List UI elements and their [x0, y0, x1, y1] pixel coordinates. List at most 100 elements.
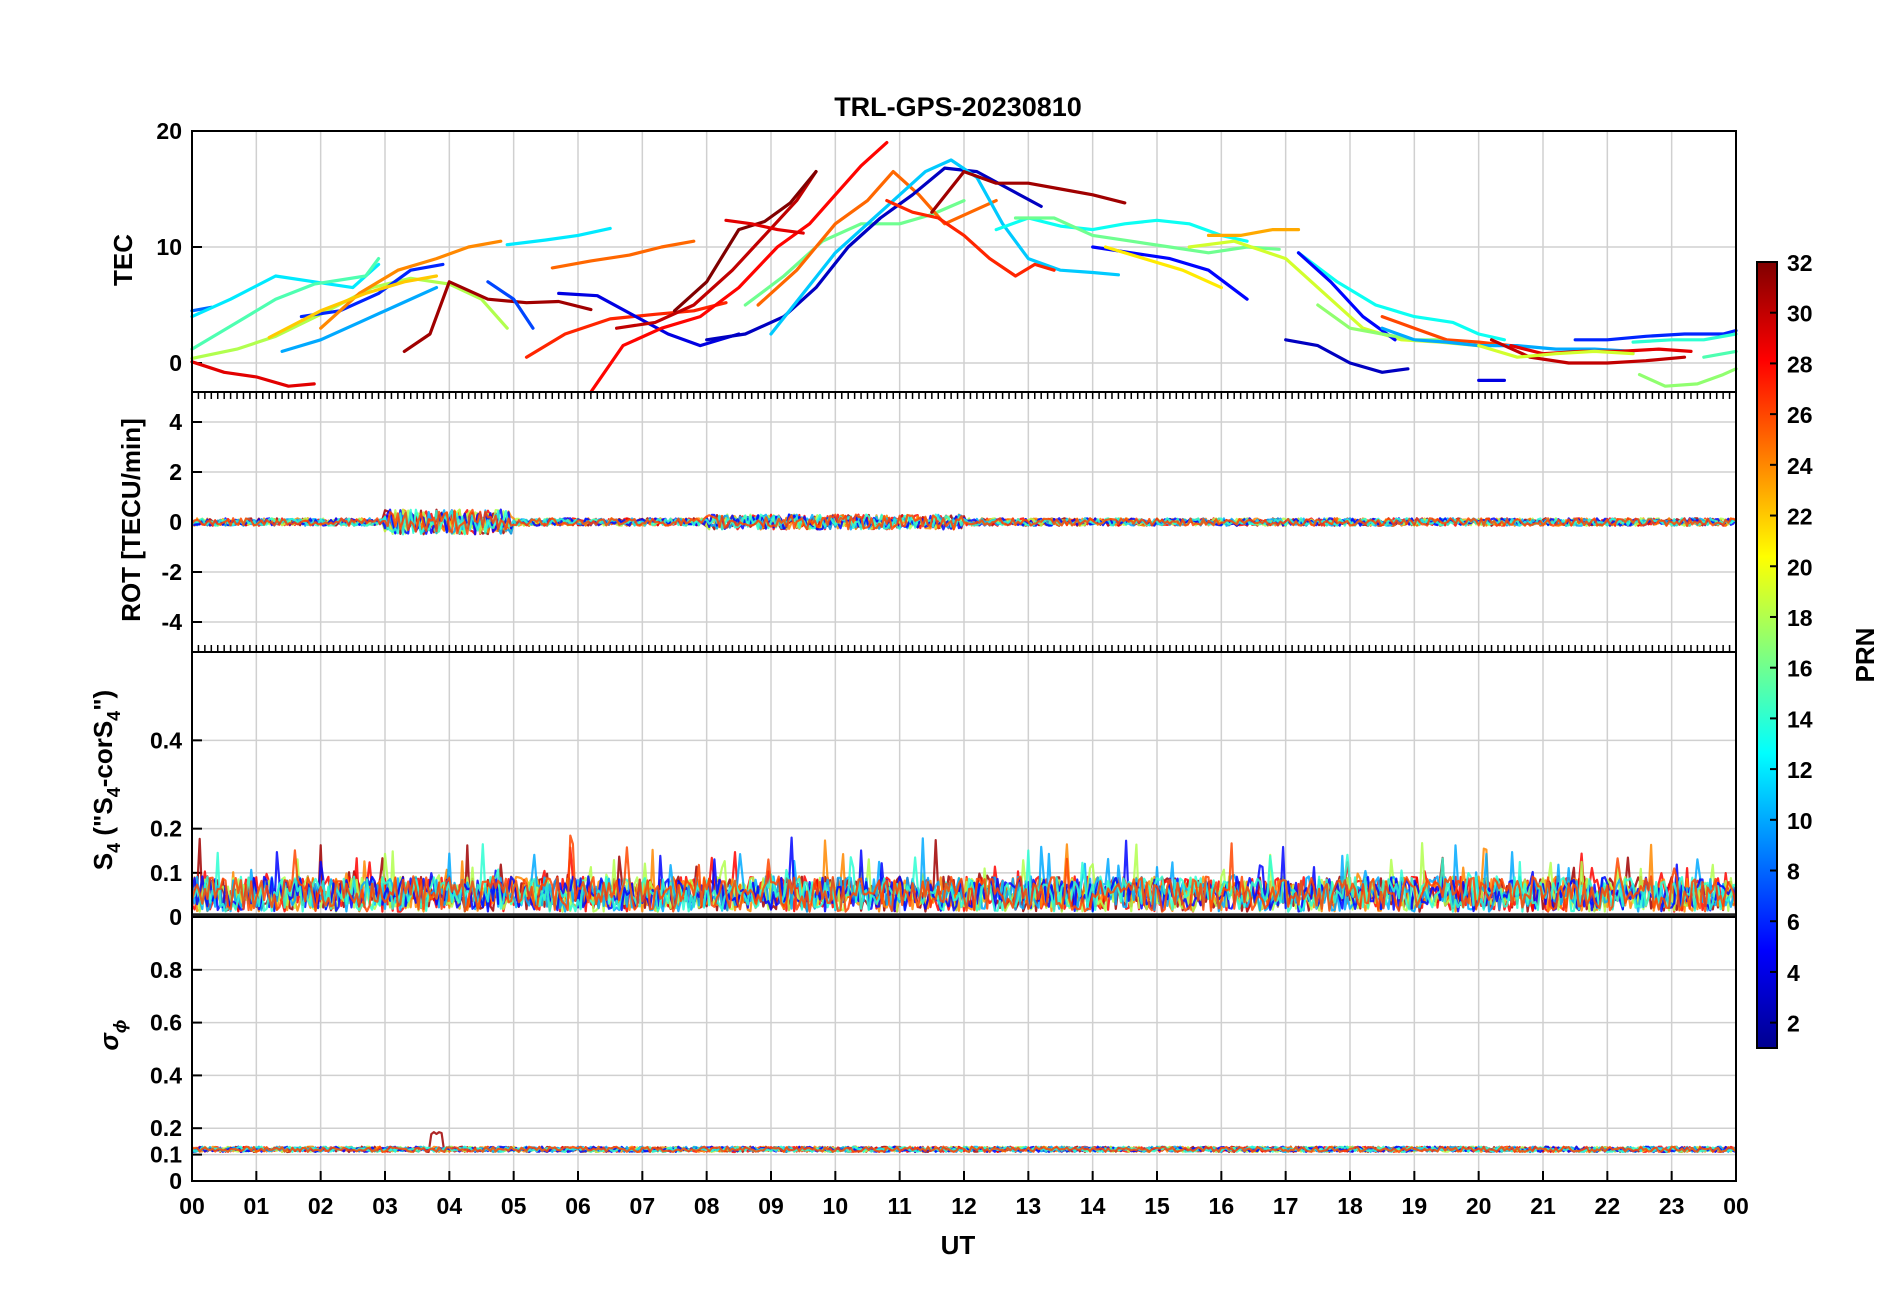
rot-series-prn-26	[191, 508, 1737, 536]
s4-label-mid2: -corS	[88, 721, 118, 787]
x-tick-label: 20	[1466, 1193, 1492, 1219]
x-tick-label: 02	[308, 1193, 334, 1219]
tec-series-prn-32	[672, 170, 818, 313]
x-tick-label: 08	[694, 1193, 720, 1219]
y-tick-label: 4	[169, 409, 182, 435]
s4-label-s: S	[88, 853, 118, 870]
x-tick-label: 14	[1080, 1193, 1106, 1219]
y-tick-label: 0	[169, 1168, 182, 1194]
x-tick-label: 18	[1337, 1193, 1363, 1219]
colorbar-tick-label: 22	[1787, 504, 1813, 530]
x-tick-label: 12	[951, 1193, 977, 1219]
x-tick-label: 03	[372, 1193, 398, 1219]
sigma-label-main: σ	[94, 1031, 124, 1050]
x-tick-label: 23	[1659, 1193, 1685, 1219]
colorbar: 32 30 28 26 24 22 20 18 16 14 12 10 8 6 4 2	[1756, 250, 1813, 1049]
x-axis-label: UT	[941, 1230, 976, 1260]
x-tick-label: 00	[1723, 1193, 1749, 1219]
tec-series-prn-28	[589, 141, 889, 394]
tec-series-prn-13	[994, 216, 1249, 243]
colorbar-tick-label: 26	[1787, 402, 1813, 428]
x-tick-label: 13	[1016, 1193, 1042, 1219]
y-tick-label: 0.2	[150, 816, 182, 842]
s4-series-prn-26	[190, 834, 1738, 913]
x-axis: 00 01 02 03 04 05 06 07 08 09 10 11 12 13 14 15 16 17 18 19…	[179, 1171, 1749, 1219]
colorbar-gradient	[1756, 261, 1778, 1049]
tec-series-prn-10	[1380, 326, 1635, 353]
tec-series-prn-22	[267, 274, 439, 340]
colorbar-tick-label: 32	[1787, 250, 1813, 276]
tec-series-prn-31	[930, 170, 1127, 214]
y-tick-label: 0.6	[150, 1010, 182, 1036]
y-tick-label: 0.4	[150, 1062, 182, 1088]
x-tick-label: 01	[244, 1193, 270, 1219]
colorbar-tick-label: 28	[1787, 351, 1813, 377]
colorbar-tick-label: 18	[1787, 605, 1813, 631]
tec-series-prn-7	[486, 280, 535, 330]
tec-series-prn-4	[557, 291, 741, 348]
colorbar-tick-label: 24	[1787, 453, 1813, 479]
tec-panel: 20 10 0	[156, 118, 1738, 394]
tec-series-prn-16	[1013, 216, 1281, 255]
x-tick-label: 00	[179, 1193, 205, 1219]
y-tick-label: 0.4	[150, 727, 182, 753]
x-tick-label: 09	[758, 1193, 784, 1219]
tec-series-prn-19	[1187, 239, 1481, 348]
y-tick-label: 0	[169, 904, 182, 930]
chart-title: TRL-GPS-20230810	[834, 92, 1082, 122]
y-tick-label: 0	[169, 509, 182, 535]
y-tick-label: 2	[169, 459, 182, 485]
x-tick-label: 07	[630, 1193, 656, 1219]
colorbar-tick-label: 6	[1787, 909, 1800, 935]
colorbar-tick-label: 8	[1787, 859, 1800, 885]
tec-y-label: TEC	[108, 234, 138, 286]
tec-series-prn-15	[190, 257, 381, 351]
x-tick-label: 04	[437, 1193, 463, 1219]
tec-series-prn-13	[1296, 251, 1507, 342]
x-tick-label: 22	[1595, 1193, 1621, 1219]
s4-label-end: ")	[88, 690, 118, 711]
y-tick-label: 20	[156, 118, 182, 144]
rot-panel: 4 2 0 -2 -4	[162, 391, 1737, 653]
colorbar-tick-label: 16	[1787, 656, 1813, 682]
y-tick-label: -4	[162, 609, 183, 635]
tec-series-prn-3	[1284, 338, 1410, 374]
y-tick-label: 10	[156, 234, 182, 260]
s4-label-mid: ("S	[88, 797, 118, 843]
y-tick-label: -2	[162, 559, 182, 585]
x-tick-label: 10	[823, 1193, 849, 1219]
y-tick-label: 0	[169, 350, 182, 376]
y-tick-label: 0.1	[150, 1142, 182, 1168]
x-tick-label: 06	[565, 1193, 591, 1219]
tec-series-prn-30	[1489, 338, 1687, 365]
tec-series-prn-16	[743, 199, 966, 307]
tec-series-prn-25	[550, 239, 696, 270]
x-tick-label: 15	[1144, 1193, 1170, 1219]
tec-series-prn-19	[1477, 344, 1635, 359]
tec-series-prn-29	[190, 360, 316, 388]
tec-series-prn-26	[1380, 315, 1513, 348]
tec-series-prn-3	[705, 166, 1043, 342]
x-tick-label: 17	[1273, 1193, 1299, 1219]
tec-series-prn-6	[299, 262, 445, 319]
tec-series-prn-23	[1206, 228, 1301, 237]
tec-series-prn-11	[769, 158, 1121, 336]
tec-series-prn-5	[1296, 251, 1397, 342]
colorbar-tick-label: 14	[1787, 706, 1813, 732]
x-tick-label: 21	[1530, 1193, 1556, 1219]
y-tick-label: 0.1	[150, 860, 182, 886]
sigma-phi-panel: 0.8 0.6 0.4 0.20.10	[150, 916, 1737, 1194]
colorbar-tick-label: 30	[1787, 301, 1813, 327]
tec-series-prn-6	[1573, 328, 1738, 342]
tec-series-prn-24	[319, 239, 503, 330]
tec-series-prn-29	[724, 218, 805, 235]
tec-series-prn-25	[756, 170, 998, 307]
x-tick-label: 05	[501, 1193, 527, 1219]
tec-series-prn-31	[402, 280, 593, 353]
x-tick-label: 19	[1402, 1193, 1428, 1219]
y-tick-label: 0.2	[150, 1115, 182, 1141]
tec-series-prn-21	[1103, 245, 1223, 290]
sigma_phi-series-prn-26	[191, 1145, 1737, 1154]
sigma-label-sub: ϕ	[110, 1020, 130, 1034]
